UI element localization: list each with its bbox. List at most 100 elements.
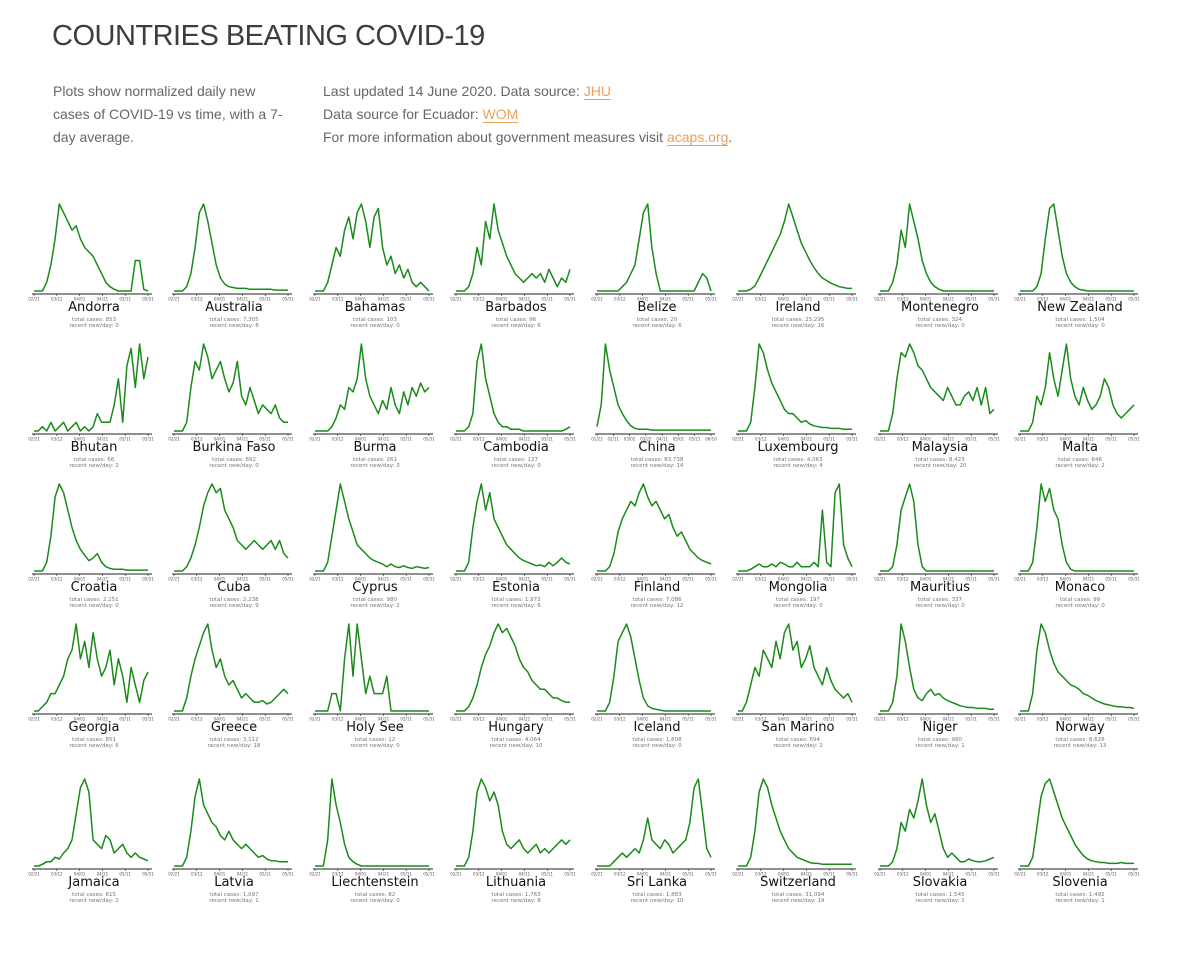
- total-cases: total cases: 324: [918, 317, 962, 323]
- country-name: Switzerland: [760, 875, 836, 890]
- x-tick-label: 05/11: [1105, 437, 1117, 442]
- x-tick-label: 03/12: [755, 297, 767, 302]
- x-tick-label: 03/22: [640, 437, 652, 442]
- recent-new-per-day: recent new/day: 0: [69, 603, 119, 609]
- x-tick-label: 02/21: [28, 437, 40, 442]
- x-tick-label: 03/12: [897, 872, 909, 877]
- x-tick-label: 02/21: [591, 717, 603, 722]
- total-cases: total cases: 7,086: [632, 597, 682, 603]
- x-tick-label: 05/11: [541, 872, 553, 877]
- country-name: Cuba: [217, 580, 251, 595]
- country-name: Mauritius: [909, 580, 971, 595]
- x-tick-label: 04/01: [496, 577, 508, 582]
- country-name: Cambodia: [483, 440, 549, 455]
- total-cases-value: 980: [386, 597, 397, 603]
- recent-new-per-day-value: 16: [817, 323, 825, 329]
- x-tick-label: 05/11: [823, 577, 835, 582]
- recent-new-per-day: recent new/day: 0: [915, 603, 965, 609]
- country-name: Barbados: [485, 300, 547, 315]
- total-cases: total cases: 261: [353, 457, 397, 463]
- recent-new-per-day: recent new/day: 2: [915, 898, 965, 904]
- x-tick-label: 05/11: [259, 872, 271, 877]
- jhu-link[interactable]: JHU: [583, 83, 611, 100]
- recent-new-per-day-value: 1: [255, 898, 259, 904]
- chart-liechtenstein: 02/21 03/12 04/01 04/21 05/11 05/31 Liechtenst…: [309, 775, 451, 925]
- x-tick-label: 04/21: [660, 577, 672, 582]
- recent-new-per-day-value: 8: [255, 323, 259, 329]
- plot-croatia: 02/21 03/12 04/01 04/21 05/11 05/31: [28, 483, 154, 582]
- chart-san-marino: 02/21 03/12 04/01 04/21 05/11 05/31 San Marino…: [732, 620, 874, 770]
- country-name: Burkina Faso: [192, 440, 276, 455]
- chart-belize: 02/21 03/12 04/01 04/21 05/11 05/31 Belize tota…: [591, 200, 733, 350]
- x-tick-label: 03/12: [51, 717, 63, 722]
- more-info-text: For more information about government me…: [323, 129, 667, 145]
- total-cases: total cases: 127: [494, 457, 538, 463]
- total-cases-value: 103: [386, 317, 397, 323]
- recent-new-per-day-value: 0: [1101, 323, 1105, 329]
- series-line: [738, 778, 852, 867]
- series-line: [880, 623, 994, 712]
- ecuador-source-text: Data source for Ecuador:: [323, 106, 483, 122]
- chart-norway: 02/21 03/12 04/01 04/21 05/11 05/31 Norway tota…: [1014, 620, 1156, 770]
- x-tick-label: 04/21: [660, 872, 672, 877]
- country-name: Lithuania: [485, 875, 547, 890]
- plot-lithuania: 02/21 03/12 04/01 04/21 05/11 05/31: [450, 778, 576, 877]
- x-tick-label: 04/21: [519, 437, 531, 442]
- plot-greece: 02/21 03/12 04/01 04/21 05/11 05/31: [168, 623, 294, 722]
- plot-cambodia: 02/21 03/12 04/01 04/21 05/11 05/31: [450, 343, 576, 442]
- series-line: [880, 483, 994, 572]
- country-name: Bhutan: [70, 440, 118, 455]
- total-cases-value: 2,251: [102, 597, 119, 603]
- x-tick-label: 04/01: [74, 297, 86, 302]
- recent-new-per-day-value: 1: [1101, 898, 1105, 904]
- chart-estonia: 02/21 03/12 04/01 04/21 05/11 05/31 Estonia tot…: [450, 480, 592, 630]
- x-tick-label: 05/11: [259, 717, 271, 722]
- x-tick-label: 05/11: [119, 297, 131, 302]
- total-cases-value: 197: [809, 597, 820, 603]
- x-tick-label: 05/11: [682, 297, 694, 302]
- recent-new-per-day: recent new/day: 0: [491, 463, 541, 469]
- total-cases: total cases: 103: [353, 317, 397, 323]
- series-line: [34, 343, 149, 432]
- total-cases-value: 1,808: [665, 737, 682, 743]
- recent-new-per-day: recent new/day: 3: [350, 463, 400, 469]
- chart-china: 01/22 02/11 03/02 03/22 04/11 05/01 05/21 06/10…: [591, 340, 733, 490]
- x-tick-label: 03/12: [191, 297, 203, 302]
- total-cases-value: 646: [1091, 457, 1102, 463]
- acaps-link[interactable]: acaps.org: [666, 129, 729, 146]
- x-tick-label: 02/21: [309, 577, 321, 582]
- series-line: [174, 203, 288, 292]
- total-cases: total cases: 1,492: [1055, 892, 1105, 898]
- chart-cyprus: 02/21 03/12 04/01 04/21 05/11 05/31 Cyprus tota…: [309, 480, 451, 630]
- x-tick-label: 05/11: [823, 872, 835, 877]
- recent-new-per-day: recent new/day: 0: [773, 603, 823, 609]
- x-tick-label: 04/01: [778, 717, 790, 722]
- total-cases-value: 96: [529, 317, 537, 323]
- plot-montenegro: 02/21 03/12 04/01 04/21 05/11 05/31: [874, 203, 1000, 302]
- plot-bahamas: 02/21 03/12 04/01 04/21 05/11 05/31: [309, 203, 435, 302]
- total-cases-value: 853: [105, 317, 116, 323]
- x-tick-label: 05/31: [142, 437, 154, 442]
- country-name: Slovenia: [1052, 875, 1108, 890]
- plot-sri-lanka: 02/21 03/12 04/01 04/21 05/11 05/31: [591, 778, 717, 877]
- wom-link[interactable]: WOM: [482, 106, 519, 123]
- chart-bhutan: 02/21 03/12 04/01 04/21 05/11 05/31 Bhutan tota…: [28, 340, 170, 490]
- total-cases-value: 7,305: [242, 317, 259, 323]
- chart-mauritius: 02/21 03/12 04/01 04/21 05/11 05/31 Mauritius t…: [874, 480, 1016, 630]
- x-tick-label: 04/01: [355, 872, 367, 877]
- x-tick-label: 05/11: [965, 872, 977, 877]
- total-cases-value: 851: [105, 737, 116, 743]
- recent-new-per-day: recent new/day: 6: [632, 323, 682, 329]
- x-tick-label: 04/11: [656, 437, 668, 442]
- x-tick-label: 04/21: [378, 577, 390, 582]
- x-tick-label: 05/31: [705, 577, 717, 582]
- total-cases: total cases: 1,504: [1055, 317, 1105, 323]
- chart-monaco: 02/21 03/12 04/01 04/21 05/11 05/31 Monaco tota…: [1014, 480, 1156, 630]
- x-tick-label: 05/11: [119, 717, 131, 722]
- total-cases: total cases: 197: [776, 597, 820, 603]
- country-name: Sri Lanka: [626, 875, 688, 890]
- ecuador-source-line: Data source for Ecuador: WOM: [323, 103, 732, 126]
- total-cases: total cases: 4,063: [773, 457, 823, 463]
- x-tick-label: 05/31: [1128, 872, 1140, 877]
